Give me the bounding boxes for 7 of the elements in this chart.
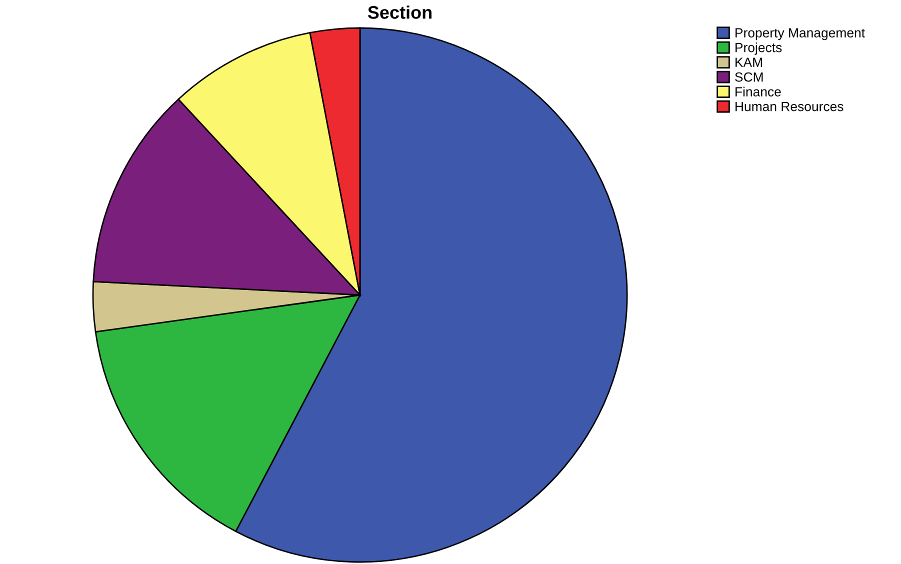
chart-title: Section	[368, 6, 432, 19]
legend-label: Projects	[736, 42, 782, 55]
legend-label: KAM	[736, 58, 762, 67]
legend-label: Property Management	[736, 28, 865, 40]
legend-label: Finance	[736, 86, 781, 96]
legend-label: Human Resources	[736, 102, 844, 112]
legend-label: SCM	[735, 72, 763, 82]
